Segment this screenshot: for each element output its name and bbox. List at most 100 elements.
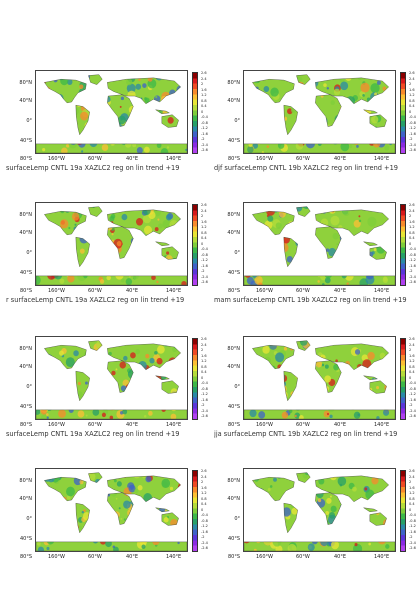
longitude-label: 160°W [48,156,65,162]
colorbar-tick-label: 1.6 [201,353,207,358]
colorbar-tick-label: 2 [201,348,204,352]
panel-caption: djf surfaceLemp CNTL 19b XAZLC2 reg on l… [214,164,398,172]
colorbar-tick-label: 0.4 [409,236,415,240]
longitude-label: 160°W [256,288,273,294]
colorbar-tick-label: -0.4 [409,381,416,385]
longitude-label: 140°E [166,554,182,560]
colorbar-tick-label: 2 [409,82,412,86]
colorbar-tick-label: -0.8 [201,386,208,391]
world-map [243,468,396,552]
latitude-label: 40°N [19,364,32,370]
colorbar-tick-label: -1.6 [201,397,208,402]
colorbar-tick-label: -1.2 [201,392,208,396]
colorbar-tick-label: -0.4 [201,381,208,385]
longitude-label: 40°E [126,422,139,428]
world-map [35,336,188,420]
longitude-label: 40°E [334,422,347,428]
colorbar-tick-label: 1.2 [409,225,415,229]
longitude-label: 140°E [166,156,182,162]
latitude-label: 40°N [19,496,32,502]
colorbar-tick-label: 1.6 [201,219,207,224]
colorbar-tick-label: -2.6 [201,148,208,152]
colorbar-tick-label: -0.8 [409,518,416,523]
latitude-label: 80°N [19,478,32,484]
world-map [243,336,396,420]
longitude-label: 40°E [334,156,347,162]
colorbar-tick-label: -2.4 [201,142,208,147]
colorbar-tick-label: 0 [201,375,204,380]
colorbar-tick-label: -0.4 [409,115,416,119]
colorbar-tick-label: 0.8 [409,496,415,501]
colorbar-tick-label: 0.4 [409,104,415,108]
latitude-label: 40°S [227,270,240,276]
colorbar-tick-label: -2.4 [201,540,208,545]
latitude-label: 40°S [19,270,32,276]
colorbar-tick-label: 0 [409,241,412,246]
colorbar-tick-label: 2 [409,348,412,352]
colorbar-tick-label: 0.4 [201,104,207,108]
latitude-label: 80°N [227,212,240,218]
colorbar-tick-label: 2 [201,480,204,484]
colorbar-tick-label: -0.4 [201,247,208,251]
colorbar [400,470,406,552]
colorbar [192,470,198,552]
panel-caption: surfaceLemp CNTL 19a XAZLC2 reg on lin t… [6,164,180,172]
colorbar-tick-label: -2 [201,137,205,141]
colorbar-tick-label: 2 [409,214,412,218]
colorbar-tick-label: 2.6 [409,469,415,473]
colorbar-tick-label: 0 [409,375,412,380]
colorbar-tick-label: 0.8 [201,496,207,501]
colorbar [400,338,406,420]
colorbar-tick-label: -1.6 [409,397,416,402]
colorbar-tick-label: 1.6 [201,87,207,92]
latitude-label: 80°S [19,554,32,560]
colorbar-tick-label: 2.4 [409,474,415,479]
colorbar-tick-label: 1.2 [409,93,415,97]
colorbar-tick-label: 2.4 [409,208,415,213]
colorbar-tick-label: -2 [201,403,205,407]
panel-caption: mam surfaceLemp CNTL 19b XAZLC2 reg on l… [214,296,407,304]
longitude-label: 160°W [256,422,273,428]
colorbar-tick-label: 2.4 [201,474,207,479]
colorbar-tick-label: 0.8 [409,364,415,369]
world-map [35,202,188,286]
colorbar-tick-label: 1.2 [409,491,415,495]
colorbar-tick-label: 2.4 [409,76,415,81]
longitude-label: 160°W [48,288,65,294]
latitude-label: 0° [234,516,240,522]
colorbar-tick-label: 1.6 [409,87,415,92]
colorbar-tick-label: -0.4 [409,513,416,517]
colorbar-tick-label: -1.2 [201,258,208,262]
latitude-label: 40°S [19,404,32,410]
longitude-label: 140°E [166,422,182,428]
colorbar-tick-label: 0 [201,507,204,512]
map-panel: 80°N 40°N 0° 40°S 80°S 160°W 60°W 40°E 140°E 2.6 2… [0,326,208,466]
latitude-label: 80°S [227,156,240,162]
colorbar-tick-label: -2.4 [409,540,416,545]
longitude-label: 60°W [88,156,102,162]
colorbar-tick-label: -1.6 [409,529,416,534]
map-panel: 80°N 40°N 0° 40°S 80°S 160°W 60°W 40°E 140°E 2.6 2… [208,326,416,466]
colorbar-tick-label: -2 [409,535,413,539]
colorbar-tick-label: 0.4 [201,370,207,374]
longitude-label: 60°W [296,288,310,294]
colorbar-tick-label: 2 [409,480,412,484]
colorbar-tick-label: -2.4 [409,274,416,279]
latitude-label: 80°N [227,80,240,86]
world-map [243,70,396,154]
colorbar-tick-label: 1.2 [201,359,207,363]
panel-caption: jja surfaceLemp CNTL 19b XAZLC2 reg on l… [214,430,398,438]
colorbar-tick-label: 0.4 [201,502,207,506]
latitude-label: 40°S [227,536,240,542]
latitude-label: 40°N [19,98,32,104]
colorbar-tick-label: 0.8 [409,98,415,103]
colorbar-tick-label: 0.4 [409,370,415,374]
latitude-label: 0° [26,516,32,522]
colorbar-tick-label: -1.6 [201,529,208,534]
colorbar-tick-label: 2 [201,82,204,86]
latitude-label: 40°S [227,404,240,410]
map-panel: 80°N 40°N 0° 40°S 80°S 160°W 60°W 40°E 140°E 2.6 2… [208,192,416,332]
colorbar-tick-label: 1.2 [201,225,207,229]
colorbar-tick-label: -2 [201,535,205,539]
colorbar-tick-label: -2.6 [409,280,416,284]
